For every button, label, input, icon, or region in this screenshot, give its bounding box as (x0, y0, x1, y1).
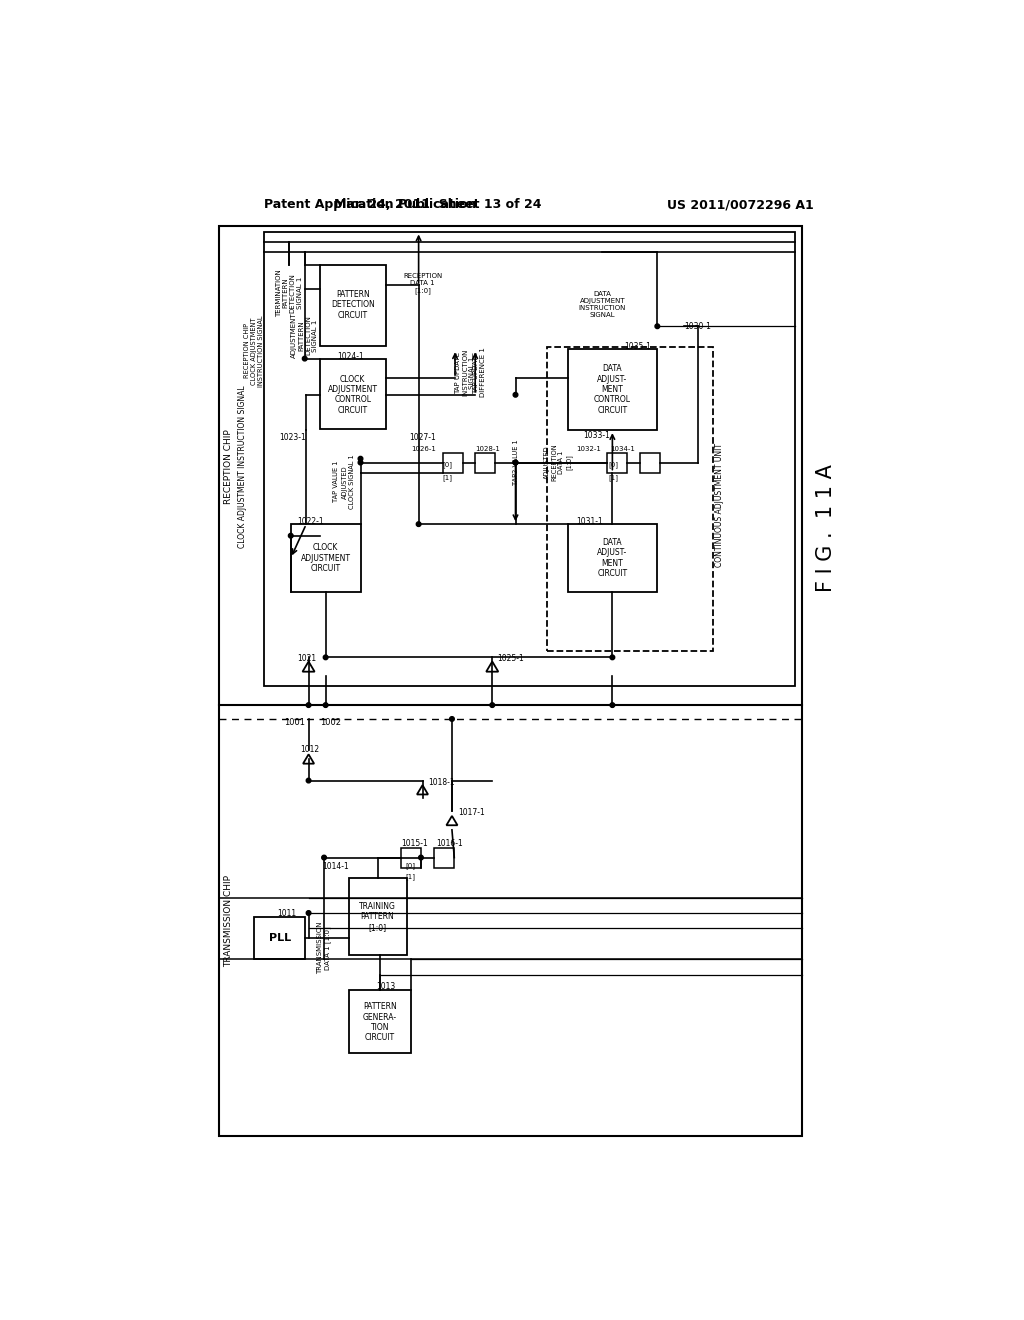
Text: ADJUSTED
RECEPTION
DATA 1
[1:0]: ADJUSTED RECEPTION DATA 1 [1:0] (544, 444, 572, 482)
Text: 1023-1: 1023-1 (280, 433, 306, 442)
Text: 1035-1: 1035-1 (624, 342, 651, 351)
Circle shape (513, 461, 518, 465)
Bar (434, 847, 455, 867)
Text: CLOCK
ADJUSTMENT
CONTROL
CIRCUIT: CLOCK ADJUSTMENT CONTROL CIRCUIT (328, 375, 378, 414)
Bar (254, 917, 305, 960)
Text: PLL: PLL (269, 933, 291, 944)
Bar (263, 231, 795, 686)
Text: [0]: [0] (442, 462, 453, 469)
Bar (640, 453, 659, 473)
Bar (291, 524, 360, 591)
Circle shape (324, 702, 328, 708)
Text: 1024-1: 1024-1 (337, 352, 364, 360)
Bar (219, 226, 802, 1137)
Text: TAP UPDATE
INSTRUCTION
SIGNAL 1: TAP UPDATE INSTRUCTION SIGNAL 1 (455, 348, 475, 396)
Circle shape (358, 461, 362, 465)
Text: 1026-1: 1026-1 (412, 446, 436, 453)
Text: [0]: [0] (608, 462, 618, 469)
Circle shape (513, 461, 518, 465)
Circle shape (419, 855, 423, 859)
Text: 1015-1: 1015-1 (401, 840, 428, 849)
Text: [1]: [1] (442, 475, 453, 482)
Bar (349, 990, 411, 1053)
Circle shape (306, 779, 311, 783)
Bar (547, 347, 713, 651)
Circle shape (417, 521, 421, 527)
Bar (475, 453, 496, 473)
Text: 1021: 1021 (297, 655, 316, 664)
Text: 1033-1: 1033-1 (584, 432, 610, 440)
Text: RECEPTION
DATA 1
[1:0]: RECEPTION DATA 1 [1:0] (402, 273, 442, 293)
Text: 1012: 1012 (300, 746, 319, 754)
Circle shape (655, 323, 659, 329)
Text: 1025-1: 1025-1 (497, 655, 523, 664)
Text: 1034-1: 1034-1 (610, 446, 635, 453)
Text: F I G .  1 1 A: F I G . 1 1 A (815, 465, 836, 591)
Text: RECEPTION CHIP: RECEPTION CHIP (224, 429, 233, 504)
Text: TAP VALUE 1: TAP VALUE 1 (333, 461, 339, 503)
Circle shape (324, 655, 328, 660)
Bar (349, 878, 407, 956)
Circle shape (358, 457, 362, 461)
Circle shape (302, 356, 307, 360)
Circle shape (450, 717, 455, 721)
Text: 1001: 1001 (285, 718, 305, 726)
Circle shape (513, 392, 518, 397)
Text: ADJUSTMENT
PATTERN
DETECTION
SIGNAL 1: ADJUSTMENT PATTERN DETECTION SIGNAL 1 (291, 313, 318, 358)
Text: 1030-1: 1030-1 (684, 322, 712, 331)
Text: TRANSMISSION CHIP: TRANSMISSION CHIP (224, 875, 233, 966)
Circle shape (306, 702, 311, 708)
Bar (321, 265, 386, 346)
Text: 1002: 1002 (321, 718, 341, 726)
Text: 1032-1: 1032-1 (575, 446, 601, 453)
Text: Mar. 24, 2011  Sheet 13 of 24: Mar. 24, 2011 Sheet 13 of 24 (334, 198, 542, 211)
Text: DATA
ADJUST-
MENT
CIRCUIT: DATA ADJUST- MENT CIRCUIT (597, 539, 628, 578)
Text: [1]: [1] (608, 475, 618, 482)
Text: RECEPTION CHIP
CLOCK ADJUSTMENT
INSTRUCTION SIGNAL: RECEPTION CHIP CLOCK ADJUSTMENT INSTRUCT… (245, 315, 264, 387)
Text: Patent Application Publication: Patent Application Publication (263, 198, 476, 211)
Circle shape (289, 533, 293, 539)
Bar (400, 847, 421, 867)
Text: 1013: 1013 (376, 982, 395, 990)
Text: CONTINUOUS ADJUSTMENT UNIT: CONTINUOUS ADJUSTMENT UNIT (715, 444, 724, 566)
Circle shape (322, 855, 327, 859)
Text: PATTERN
GENERA-
TION
CIRCUIT: PATTERN GENERA- TION CIRCUIT (362, 1002, 397, 1043)
Text: 1031-1: 1031-1 (575, 516, 603, 525)
Text: 1018-1: 1018-1 (429, 777, 456, 787)
Text: DATA
ADJUST-
MENT
CONTROL
CIRCUIT: DATA ADJUST- MENT CONTROL CIRCUIT (594, 364, 631, 414)
Circle shape (306, 911, 311, 915)
Text: [0]: [0] (406, 862, 416, 869)
Text: 1017-1: 1017-1 (458, 808, 485, 817)
Bar (607, 453, 627, 473)
Text: CLOCK
ADJUSTMENT
CIRCUIT: CLOCK ADJUSTMENT CIRCUIT (301, 543, 350, 573)
Text: 1016-1: 1016-1 (436, 840, 463, 849)
Text: TAP2 VALUE 1: TAP2 VALUE 1 (512, 440, 518, 486)
Circle shape (610, 655, 614, 660)
Text: TERMINATION
PATTERN
DETECTION
SIGNAL 1: TERMINATION PATTERN DETECTION SIGNAL 1 (275, 269, 303, 317)
Text: DATA
ADJUSTMENT
INSTRUCTION
SIGNAL: DATA ADJUSTMENT INSTRUCTION SIGNAL (579, 292, 626, 318)
Bar (321, 359, 386, 429)
Bar (442, 453, 463, 473)
Text: TRAINING
PATTERN
[1:0]: TRAINING PATTERN [1:0] (359, 902, 396, 932)
Text: TRANSMISSION
DATA 1 [1:0]: TRANSMISSION DATA 1 [1:0] (317, 921, 331, 974)
Text: CLOCK ADJUSTMENT INSTRUCTION SIGNAL: CLOCK ADJUSTMENT INSTRUCTION SIGNAL (239, 385, 247, 548)
Text: US 2011/0072296 A1: US 2011/0072296 A1 (667, 198, 814, 211)
Text: 1022-1: 1022-1 (297, 516, 324, 525)
Text: 1011: 1011 (276, 908, 296, 917)
Text: 1028-1: 1028-1 (475, 446, 500, 453)
Bar (568, 524, 657, 591)
Circle shape (489, 702, 495, 708)
Text: 1014-1: 1014-1 (323, 862, 349, 871)
Circle shape (610, 702, 614, 708)
Text: TAP UPDATE
DIFFERENCE 1: TAP UPDATE DIFFERENCE 1 (472, 347, 485, 397)
Text: [1]: [1] (406, 874, 416, 880)
Text: PATTERN
DETECTION
CIRCUIT: PATTERN DETECTION CIRCUIT (331, 290, 375, 319)
Bar (568, 350, 657, 430)
Text: ADJUSTED
CLOCK SIGNAL 1: ADJUSTED CLOCK SIGNAL 1 (342, 454, 355, 510)
Text: 1027-1: 1027-1 (409, 433, 435, 442)
